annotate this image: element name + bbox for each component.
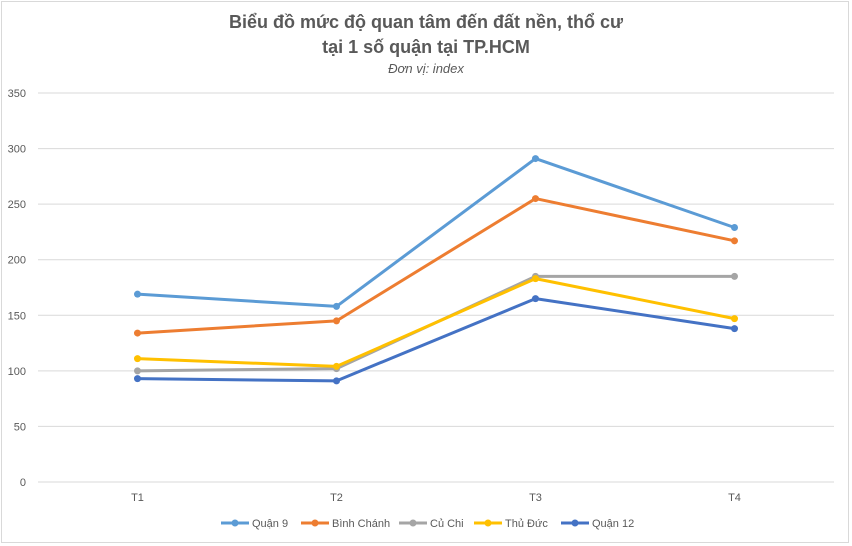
series-line: [136, 277, 736, 368]
x-tick-label: T4: [728, 492, 741, 504]
legend-item: Củ Chi: [399, 518, 464, 530]
data-point: [333, 302, 340, 310]
data-point: [731, 237, 738, 245]
data-point: [134, 329, 141, 337]
data-point: [134, 355, 141, 363]
data-point: [731, 325, 738, 333]
data-point: [532, 295, 539, 303]
y-tick-label: 300: [8, 144, 26, 156]
chart-subtitle: Đơn vị: index: [388, 61, 464, 76]
legend-label: Thủ Đức: [505, 518, 548, 530]
data-point: [532, 155, 539, 163]
series-line: [136, 197, 736, 335]
legend-item: Quận 12: [561, 518, 634, 530]
series-lines: [134, 155, 738, 385]
series-0: [134, 155, 738, 310]
y-axis-labels: 0 50 100 150 200 250 300 350: [8, 88, 26, 489]
data-point: [731, 223, 738, 231]
y-tick-label: 50: [14, 421, 26, 433]
chart-title-line1: Biểu đồ mức độ quan tâm đến đất nền, thổ…: [228, 12, 624, 32]
x-tick-label: T1: [131, 492, 144, 504]
legend-swatch-marker: [231, 519, 239, 527]
data-point: [134, 375, 141, 383]
legend-item: Thủ Đức: [474, 518, 548, 530]
y-tick-label: 200: [8, 255, 26, 267]
x-axis-labels: T1 T2 T3 T4: [131, 492, 741, 504]
legend-label: Quận 9: [252, 518, 288, 530]
chart-title-line2: tại 1 số quận tại TP.HCM: [322, 37, 530, 57]
data-point: [731, 315, 738, 323]
data-point: [532, 195, 539, 203]
y-tick-label: 250: [8, 199, 26, 211]
legend-label: Củ Chi: [430, 518, 464, 530]
data-point: [731, 272, 738, 280]
y-tick-label: 350: [8, 88, 26, 100]
legend-swatch-marker: [409, 519, 417, 527]
legend-label: Quận 12: [592, 518, 634, 530]
data-point: [134, 367, 141, 375]
series-line: [136, 297, 736, 383]
series-1: [134, 195, 738, 337]
y-tick-label: 100: [8, 366, 26, 378]
data-point: [333, 317, 340, 325]
gridlines: [38, 92, 834, 483]
series-line: [136, 157, 736, 308]
legend-item: Bình Chánh: [301, 518, 390, 530]
legend-swatch-marker: [311, 519, 319, 527]
legend-swatch-marker: [484, 519, 492, 527]
data-point: [532, 275, 539, 283]
y-tick-label: 150: [8, 310, 26, 322]
series-4: [134, 295, 738, 385]
x-tick-label: T3: [529, 492, 542, 504]
series-3: [134, 275, 738, 370]
legend: Quận 9 Bình Chánh Củ Chi Thủ Đức Quận 12: [221, 518, 634, 530]
legend-label: Bình Chánh: [332, 518, 390, 530]
y-tick-label: 0: [20, 477, 26, 489]
data-point: [134, 290, 141, 298]
x-tick-label: T2: [330, 492, 343, 504]
legend-item: Quận 9: [221, 518, 288, 530]
data-point: [333, 362, 340, 370]
legend-swatch-marker: [571, 519, 579, 527]
data-point: [333, 377, 340, 385]
